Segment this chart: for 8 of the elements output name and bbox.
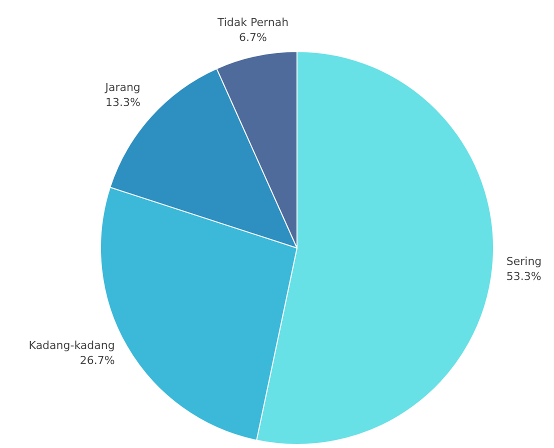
- data-label: 6.7%: [239, 31, 267, 44]
- slice-label: Jarang: [104, 81, 140, 94]
- slice-label: Tidak Pernah: [216, 16, 289, 30]
- data-label: 26.7%: [80, 354, 115, 367]
- slice-label: Kadang-kadang: [28, 338, 115, 352]
- slice-label: Sering: [506, 255, 542, 268]
- data-label: 53.3%: [506, 270, 542, 284]
- data-label: 13.3%: [105, 96, 140, 110]
